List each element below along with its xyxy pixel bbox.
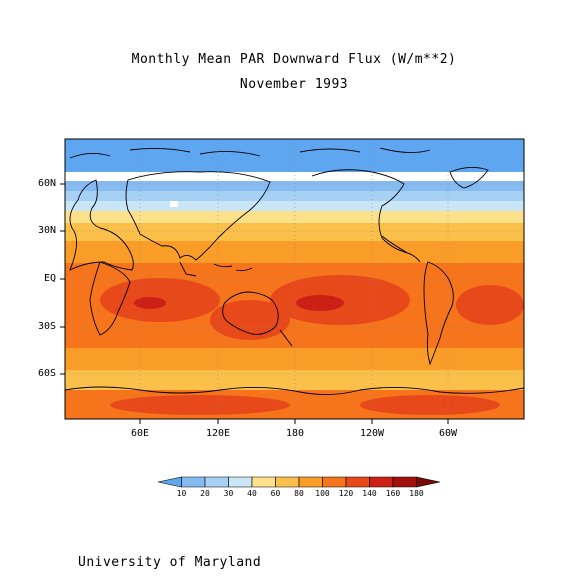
patch-antarctic-east (360, 395, 500, 415)
patch-antarctic (110, 395, 290, 415)
colorbar-swatch (275, 476, 300, 488)
colorbar-swatch (181, 476, 206, 488)
coastlines (65, 147, 524, 395)
patch-indian-core (134, 297, 166, 309)
colorbar-label: 40 (247, 489, 257, 498)
lon-label-60e: 60E (130, 428, 150, 439)
patch-pacific-core (296, 295, 344, 311)
colorbar-swatch (298, 476, 323, 488)
band-40s (65, 348, 524, 370)
colorbar-label: 20 (200, 489, 210, 498)
colorbar-swatch (369, 476, 394, 488)
colorbar-swatch (416, 476, 441, 488)
map-title: Monthly Mean PAR Downward Flux (W/m**2) (131, 52, 457, 67)
lat-label-eq: EQ (43, 273, 56, 284)
band-60n (65, 181, 524, 191)
lat-label-30s: 30S (37, 321, 56, 332)
colorbar-label: 100 (315, 489, 330, 498)
lon-label-120e: 120E (205, 428, 231, 439)
colorbar-label: 60 (270, 489, 281, 498)
lat-label-60n: 60N (37, 178, 56, 189)
colorbar-label: 10 (176, 489, 187, 498)
colorbar-label: 80 (294, 489, 304, 498)
colorbar-label: 180 (409, 489, 424, 498)
missing-data-patch (170, 201, 178, 207)
colorbar-swatch (204, 476, 229, 488)
colorbar-swatch (392, 476, 417, 488)
colorbar-label: 30 (223, 489, 234, 498)
band-polar-north (65, 139, 524, 172)
colorbar-swatch (228, 476, 253, 488)
lon-label-120w: 120W (359, 428, 385, 439)
lat-label-30n: 30N (37, 225, 56, 236)
patch-australia (210, 300, 290, 340)
colorbar-swatch (251, 476, 276, 488)
graticule (65, 139, 524, 419)
map-subtitle: November 1993 (239, 77, 349, 92)
colorbar-swatch (322, 476, 347, 488)
band-missing (65, 172, 524, 181)
lon-label-60w: 60W (438, 428, 458, 439)
band-50n (65, 191, 524, 201)
colorbar-swatch (157, 476, 182, 488)
lat-label-60s: 60S (37, 368, 56, 379)
colorbar (157, 476, 441, 488)
lon-label-180: 180 (285, 428, 305, 439)
band-55s (65, 370, 524, 390)
colorbar-swatch (345, 476, 370, 488)
band-30n (65, 223, 524, 241)
colorbar-label: 140 (362, 489, 377, 498)
colorbar-label: 160 (385, 489, 401, 498)
credit-text: University of Maryland (78, 555, 262, 570)
band-20n (65, 241, 524, 263)
patch-atlantic (456, 285, 524, 325)
ticks (60, 183, 449, 424)
band-40n (65, 211, 524, 223)
band-45n (65, 201, 524, 211)
colorbar-label: 120 (338, 489, 354, 498)
